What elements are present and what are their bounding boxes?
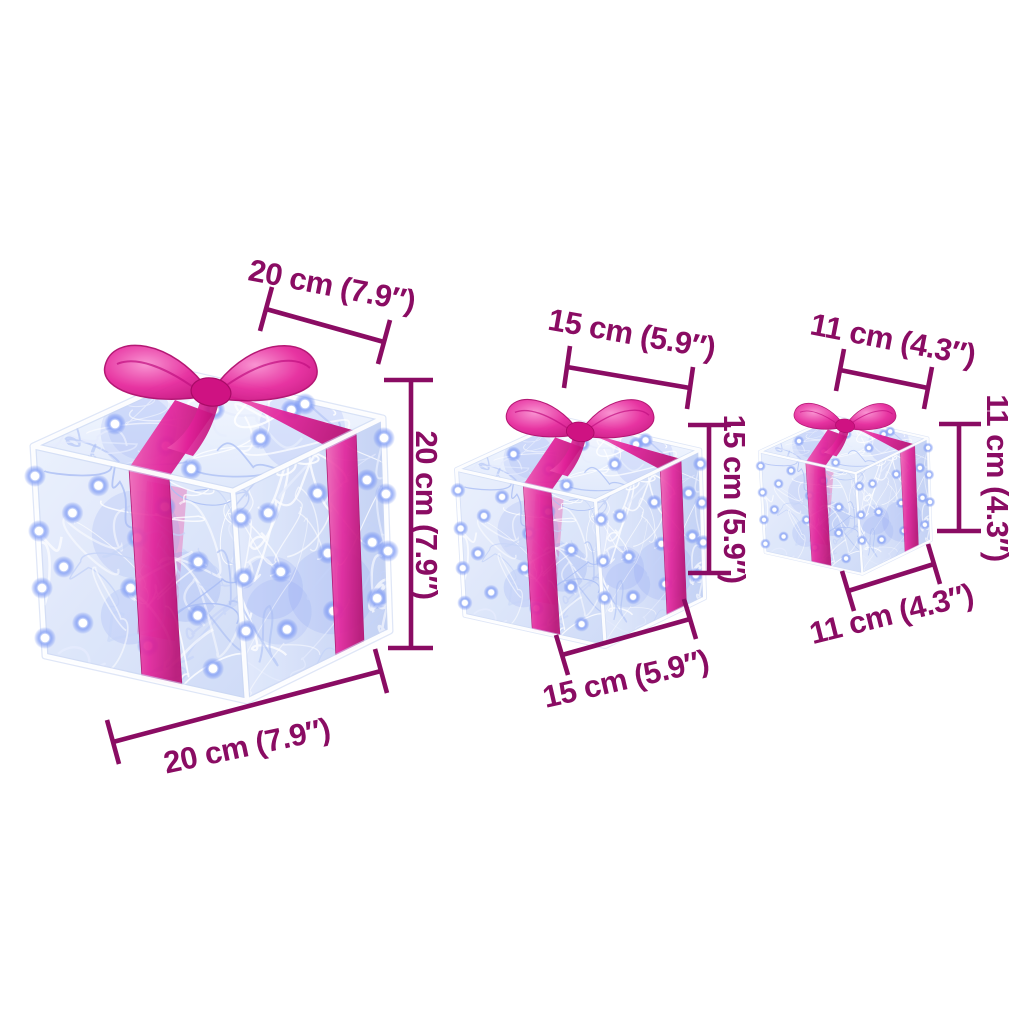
dimension-label-medium-height: 15 cm (5.9″)	[717, 414, 752, 583]
dimension-label-medium-top: 15 cm (5.9″)	[546, 302, 719, 366]
gift-box-medium	[450, 399, 711, 647]
dimension-small-top: 11 cm (4.3″)	[807, 307, 979, 410]
dimension-medium-top: 15 cm (5.9″)	[546, 302, 719, 410]
dimension-large-height: 20 cm (7.9″)	[384, 377, 444, 651]
dimension-label-small-top: 11 cm (4.3″)	[807, 307, 978, 373]
dimension-small-height: 11 cm (4.3″)	[937, 394, 1015, 562]
dimension-label-small-height: 11 cm (4.3″)	[980, 394, 1015, 561]
gift-box-large	[24, 345, 399, 701]
gift-box-small	[755, 403, 935, 574]
dimension-medium-height: 15 cm (5.9″)	[688, 414, 752, 584]
dimension-label-large-height: 20 cm (7.9″)	[409, 430, 444, 599]
dimension-label-small-bottom: 11 cm (4.3″)	[806, 577, 977, 651]
